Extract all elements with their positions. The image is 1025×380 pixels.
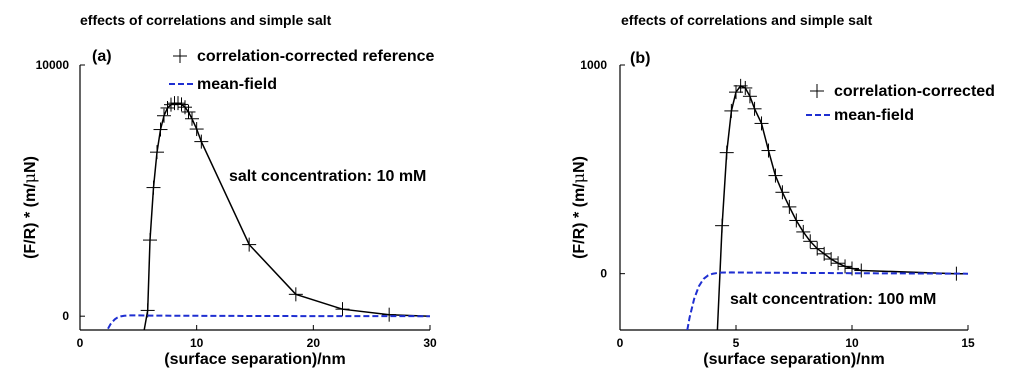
x-tick-label: 0 xyxy=(617,336,624,350)
y-axis-label: (F/R) * (m/μN) xyxy=(20,156,39,259)
x-tick-label: 20 xyxy=(307,336,321,350)
data-point-marker xyxy=(845,261,859,276)
data-point-marker xyxy=(715,218,730,233)
data-point-marker xyxy=(185,111,199,126)
data-point-marker xyxy=(335,302,350,317)
x-tick-label: 5 xyxy=(733,336,740,350)
salt-concentration-annotation: salt concentration: 100 mM xyxy=(730,291,936,308)
data-point-marker xyxy=(157,108,171,123)
legend-entry: correlation-corrected reference xyxy=(173,48,435,65)
legend-entry: mean-field xyxy=(169,76,277,93)
y-axis-label-suffix: N) xyxy=(22,156,39,173)
data-point-marker xyxy=(738,80,753,95)
legend-label: correlation-corrected xyxy=(834,83,995,100)
y-axis-label-prefix: (F/R) * (m/ xyxy=(22,183,39,259)
y-tick-label: 10000 xyxy=(36,58,70,72)
data-point-marker xyxy=(761,143,776,158)
data-point-marker xyxy=(288,287,303,302)
salt-concentration-annotation: salt concentration: 10 mM xyxy=(229,168,426,185)
y-tick-label: 1000 xyxy=(580,58,607,72)
x-tick-label: 30 xyxy=(423,336,437,350)
y-axis-label-prefix: (F/R) * (m/ xyxy=(571,183,588,259)
data-point-marker xyxy=(803,234,818,249)
series-line-mean-field xyxy=(686,271,968,330)
panel-label: (b) xyxy=(630,50,650,67)
data-point-marker xyxy=(789,213,804,228)
chart-panel-a: effects of correlations and simple salt 0… xyxy=(20,12,437,368)
x-tick-label: 10 xyxy=(190,336,204,350)
data-point-marker xyxy=(724,103,739,118)
data-point-marker xyxy=(796,224,811,239)
data-point-marker xyxy=(747,101,762,116)
chart-title: effects of correlations and simple salt xyxy=(80,12,332,28)
data-point-marker xyxy=(817,246,832,261)
data-point-marker xyxy=(838,259,853,274)
legend-label: mean-field xyxy=(197,76,277,93)
x-axis-label: (surface separation)/nm xyxy=(164,351,345,368)
data-point-marker xyxy=(194,134,209,149)
data-point-marker xyxy=(382,307,397,322)
x-tick-label: 0 xyxy=(77,336,84,350)
data-point-marker xyxy=(242,237,257,252)
data-point-marker xyxy=(742,89,757,104)
data-point-marker xyxy=(174,97,189,112)
data-point-marker xyxy=(775,185,790,200)
y-axis-label-mu: μ xyxy=(569,173,588,183)
data-point-marker xyxy=(754,116,769,131)
data-point-marker xyxy=(719,145,734,160)
legend-label: mean-field xyxy=(834,107,914,124)
y-tick-label: 0 xyxy=(600,267,607,281)
data-area xyxy=(107,96,430,330)
panel-label: (a) xyxy=(92,48,112,65)
y-axis-label-suffix: N) xyxy=(571,156,588,173)
data-point-marker xyxy=(171,96,185,111)
chart-title: effects of correlations and simple salt xyxy=(621,12,873,28)
data-point-marker xyxy=(150,145,164,160)
y-axis-label-mu: μ xyxy=(20,173,39,183)
data-point-marker xyxy=(854,263,869,278)
series-line-mean-field xyxy=(107,314,430,330)
series-line-correlation-corrected xyxy=(143,102,430,330)
data-point-marker xyxy=(143,233,157,248)
legend-entry: mean-field xyxy=(806,107,914,124)
x-axis-label: (surface separation)/nm xyxy=(703,351,884,368)
data-point-marker xyxy=(181,104,196,119)
data-point-marker xyxy=(146,180,161,195)
x-tick-label: 10 xyxy=(845,336,859,350)
chart-panel-b: effects of correlations and simple salt 0… xyxy=(569,12,995,368)
legend-label: correlation-corrected reference xyxy=(197,48,435,65)
x-tick-label: 15 xyxy=(961,336,975,350)
y-tick-label: 0 xyxy=(62,309,69,323)
data-point-marker xyxy=(768,168,783,183)
data-point-marker xyxy=(782,199,797,214)
data-point-marker xyxy=(831,256,846,271)
data-point-marker xyxy=(189,122,204,137)
y-axis-label: (F/R) * (m/μN) xyxy=(569,156,588,259)
data-point-marker xyxy=(810,241,825,256)
data-point-marker xyxy=(153,122,168,137)
data-area xyxy=(686,78,968,330)
legend-entry: correlation-corrected xyxy=(810,83,995,100)
